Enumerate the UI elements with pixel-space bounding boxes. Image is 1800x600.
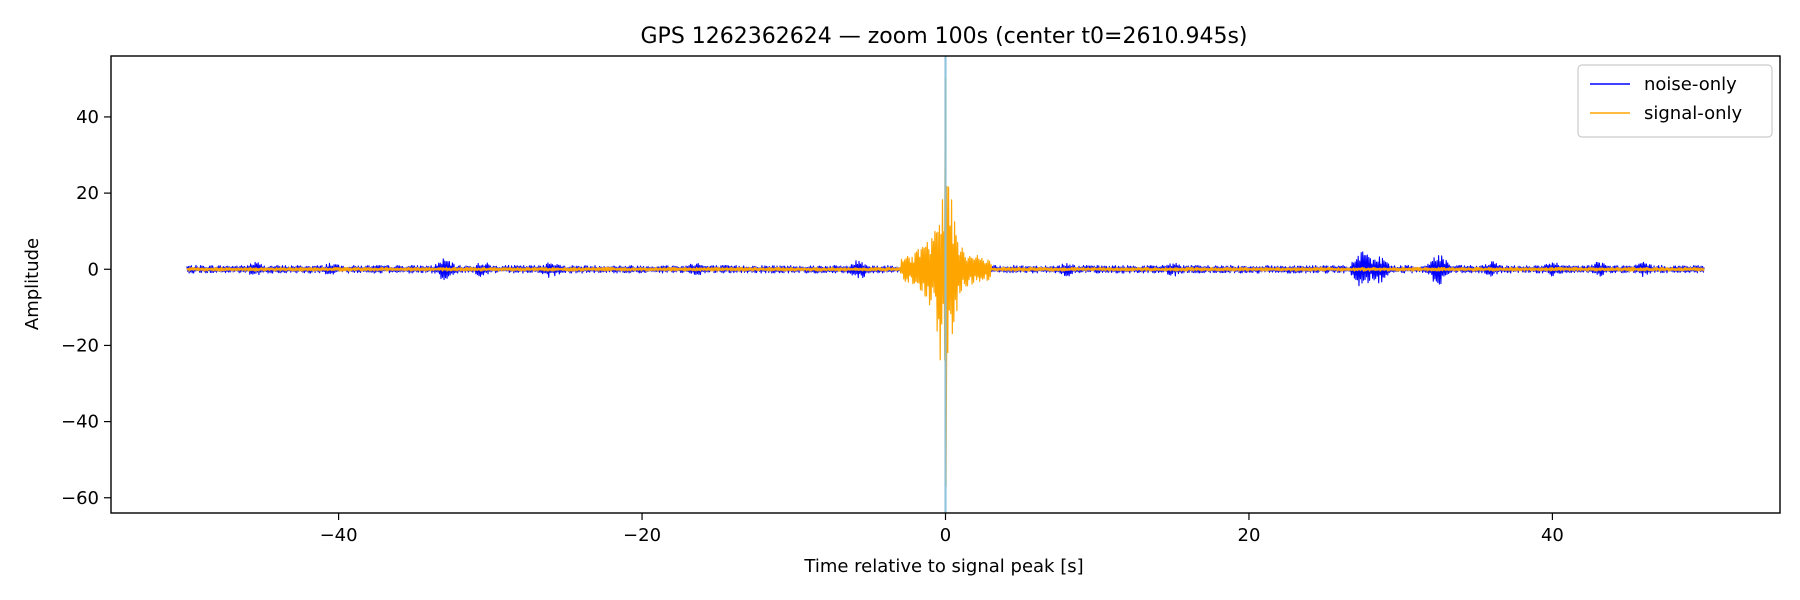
legend-entry-label: noise-only	[1644, 74, 1737, 95]
x-tick-label: 40	[1541, 525, 1564, 546]
plot-area	[186, 56, 1705, 513]
x-tick-label: −40	[320, 525, 358, 546]
legend: noise-only signal-only	[1577, 64, 1773, 138]
x-tick-label: 20	[1238, 525, 1261, 546]
x-tick-label: −20	[623, 525, 661, 546]
series-layer	[186, 56, 1705, 513]
y-tick-label: 40	[76, 107, 99, 128]
y-axis-label: Amplitude	[22, 238, 43, 330]
legend-box	[1577, 64, 1773, 138]
y-tick-label: −60	[61, 488, 99, 509]
chart-title: GPS 1262362624 — zoom 100s (center t0=26…	[641, 24, 1248, 49]
y-tick-label: 20	[76, 183, 99, 204]
x-axis-label: Time relative to signal peak [s]	[803, 556, 1083, 577]
y-tick-label: −20	[61, 335, 99, 356]
x-tick-label: 0	[940, 525, 951, 546]
y-tick-label: 0	[88, 259, 99, 280]
legend-entry-label: signal-only	[1644, 103, 1742, 124]
y-tick-label: −40	[61, 412, 99, 433]
y-axis: −60 −40 −20 0 20 40	[61, 107, 111, 509]
x-axis: −40 −20 0 20 40	[320, 513, 1564, 546]
